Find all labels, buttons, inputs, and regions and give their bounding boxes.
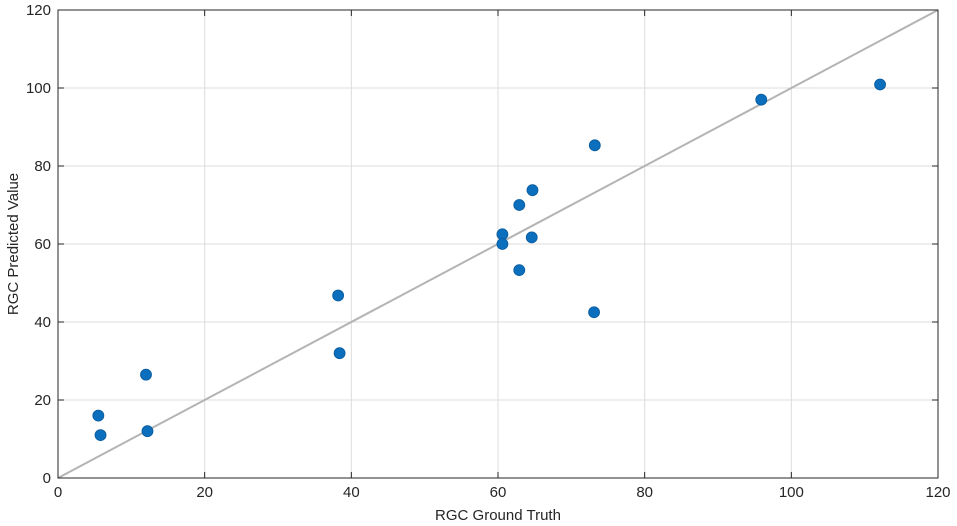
y-tick-label: 40: [34, 314, 51, 331]
data-point: [513, 264, 526, 277]
data-point: [526, 184, 539, 197]
data-point: [141, 425, 154, 438]
data-point: [94, 429, 107, 442]
x-tick-label: 0: [54, 484, 62, 501]
x-tick-label: 60: [490, 484, 507, 501]
data-point: [755, 93, 768, 106]
x-tick-label: 100: [779, 484, 804, 501]
y-tick-label: 120: [26, 2, 51, 19]
data-point: [525, 231, 538, 244]
x-tick-label: 20: [196, 484, 213, 501]
y-tick-label: 60: [34, 236, 51, 253]
data-point: [588, 139, 601, 152]
x-tick-label: 40: [343, 484, 360, 501]
data-point: [92, 409, 105, 422]
x-tick-label: 80: [636, 484, 653, 501]
x-tick-label: 120: [925, 484, 950, 501]
data-point: [874, 78, 886, 91]
y-tick-label: 20: [34, 392, 51, 409]
y-tick-label: 100: [26, 80, 51, 97]
data-point: [588, 306, 600, 319]
x-axis-ticks: 0 20 40 60 80 100 120: [54, 10, 951, 501]
data-point: [513, 199, 526, 211]
y-axis-ticks: 0 20 40 60 80 100 120: [26, 2, 938, 487]
data-point: [332, 289, 345, 302]
data-point: [496, 238, 509, 250]
y-tick-label: 80: [34, 158, 51, 175]
data-point: [140, 368, 152, 381]
y-axis-label: RGC Predicted Value: [5, 173, 22, 315]
data-points: [92, 78, 886, 442]
y-tick-label: 0: [43, 470, 51, 487]
data-point: [333, 347, 346, 360]
x-axis-label: RGC Ground Truth: [435, 507, 561, 524]
